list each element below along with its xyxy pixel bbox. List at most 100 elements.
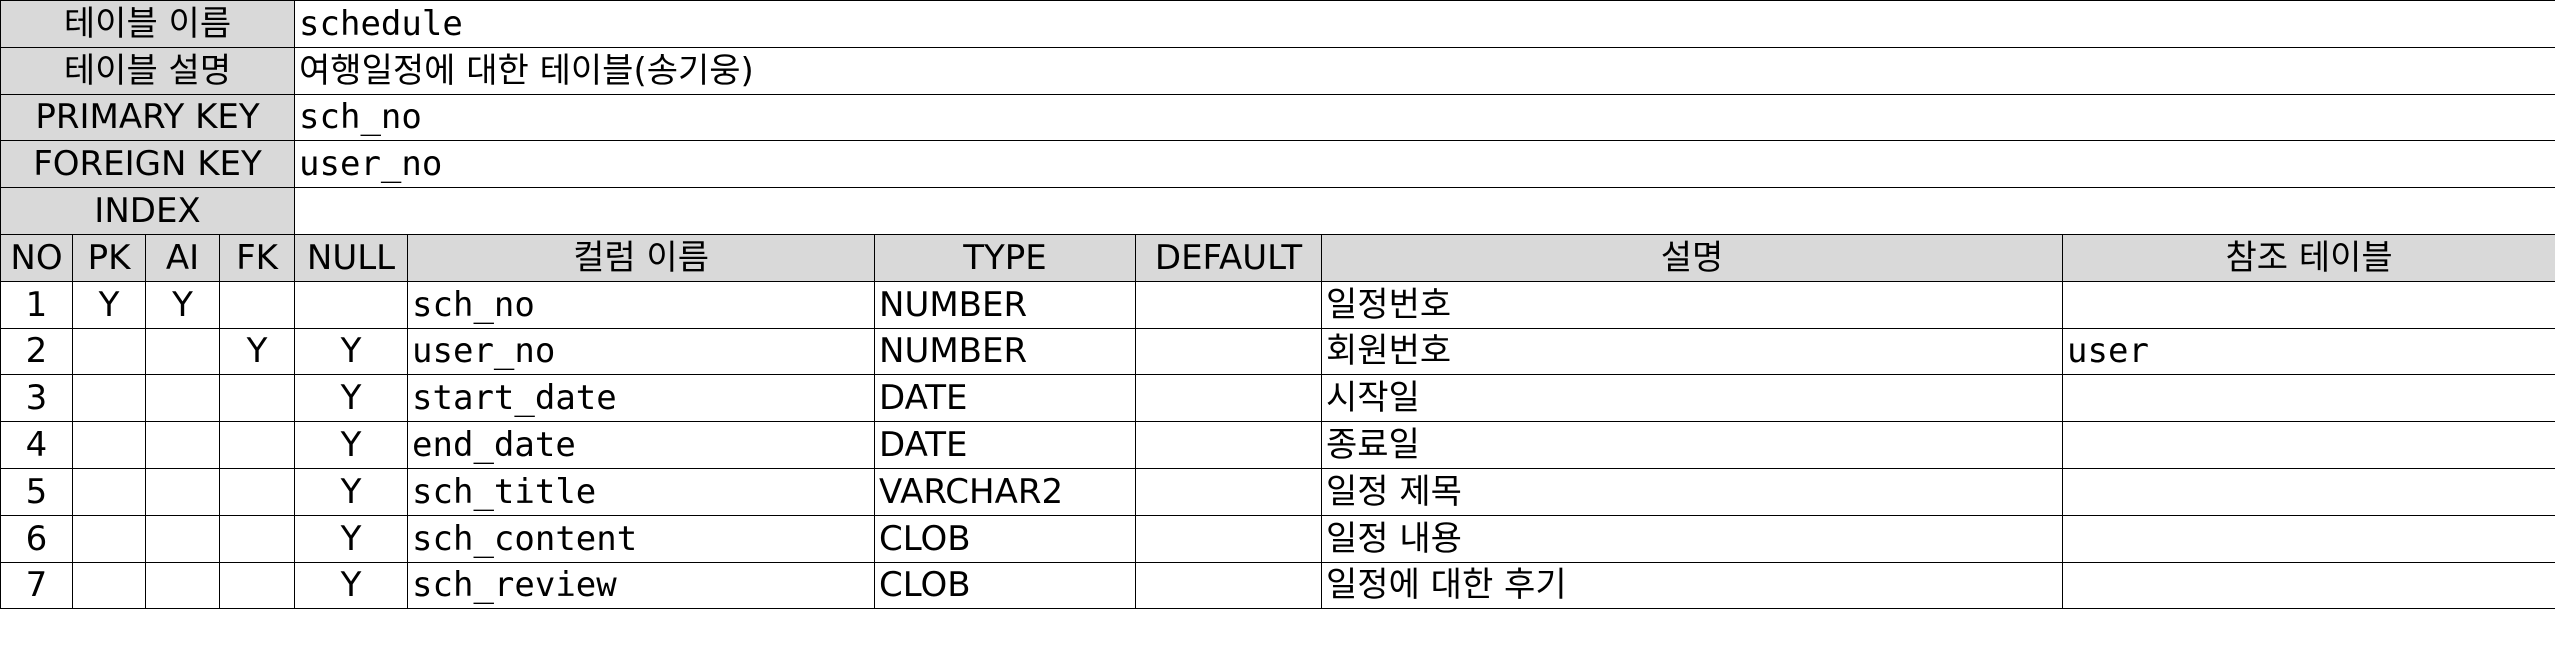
cell-fk[interactable]: [218, 561, 296, 610]
cell-no[interactable]: 2: [0, 327, 73, 376]
header-type[interactable]: TYPE: [874, 233, 1137, 282]
cell-ref-table[interactable]: [2062, 421, 2555, 469]
cell-null[interactable]: Y: [294, 467, 409, 516]
table-name-label[interactable]: 테이블 이름: [0, 0, 296, 48]
header-default[interactable]: DEFAULT: [1135, 233, 1323, 282]
cell-fk[interactable]: [218, 280, 296, 329]
cell-no[interactable]: 1: [0, 280, 73, 329]
cell-default[interactable]: [1135, 514, 1323, 563]
cell-default[interactable]: [1135, 327, 1323, 376]
table-row: 5 Y sch_title VARCHAR2 일정 제목: [0, 467, 2555, 516]
cell-description[interactable]: 시작일: [1321, 374, 2064, 423]
header-null[interactable]: NULL: [294, 233, 409, 282]
foreign-key-value[interactable]: user_no: [294, 140, 2555, 189]
cell-description[interactable]: 회원번호: [1321, 327, 2064, 376]
cell-column-name[interactable]: end_date: [407, 421, 876, 469]
table-desc-row: 테이블 설명 여행일정에 대한 테이블(송기웅): [0, 46, 2555, 95]
cell-fk[interactable]: [218, 374, 296, 423]
cell-ai[interactable]: Y: [145, 280, 220, 329]
cell-type[interactable]: DATE: [874, 421, 1137, 469]
header-no[interactable]: NO: [0, 233, 73, 282]
table-desc-label[interactable]: 테이블 설명: [0, 46, 296, 95]
header-column-name[interactable]: 컬럼 이름: [407, 233, 876, 282]
cell-fk[interactable]: Y: [218, 327, 296, 376]
header-ref-table[interactable]: 참조 테이블: [2062, 233, 2555, 282]
cell-description[interactable]: 일정 내용: [1321, 514, 2064, 563]
cell-no[interactable]: 3: [0, 374, 73, 423]
cell-null[interactable]: Y: [294, 421, 409, 469]
cell-ai[interactable]: [145, 514, 220, 563]
cell-description[interactable]: 일정 제목: [1321, 467, 2064, 516]
cell-null[interactable]: Y: [294, 514, 409, 563]
cell-null[interactable]: Y: [294, 327, 409, 376]
cell-no[interactable]: 6: [0, 514, 73, 563]
cell-ai[interactable]: [145, 327, 220, 376]
header-fk[interactable]: FK: [218, 233, 296, 282]
cell-null[interactable]: Y: [294, 374, 409, 423]
table-row: 6 Y sch_content CLOB 일정 내용: [0, 514, 2555, 563]
cell-default[interactable]: [1135, 421, 1323, 469]
cell-type[interactable]: NUMBER: [874, 327, 1137, 376]
cell-type[interactable]: DATE: [874, 374, 1137, 423]
cell-default[interactable]: [1135, 467, 1323, 516]
foreign-key-label[interactable]: FOREIGN KEY: [0, 140, 296, 189]
cell-description[interactable]: 일정번호: [1321, 280, 2064, 329]
cell-fk[interactable]: [218, 467, 296, 516]
cell-type[interactable]: CLOB: [874, 514, 1137, 563]
cell-no[interactable]: 4: [0, 421, 73, 469]
primary-key-label[interactable]: PRIMARY KEY: [0, 93, 296, 142]
cell-pk[interactable]: Y: [72, 280, 146, 329]
cell-type[interactable]: NUMBER: [874, 280, 1137, 329]
table-definition-grid: 테이블 이름 schedule 테이블 설명 여행일정에 대한 테이블(송기웅)…: [0, 0, 2555, 610]
cell-ref-table[interactable]: [2062, 280, 2555, 329]
cell-column-name[interactable]: sch_review: [407, 561, 876, 610]
cell-column-name[interactable]: user_no: [407, 327, 876, 376]
header-ai[interactable]: AI: [145, 233, 220, 282]
cell-pk[interactable]: [72, 467, 146, 516]
table-row: 3 Y start_date DATE 시작일: [0, 374, 2555, 423]
cell-no[interactable]: 5: [0, 467, 73, 516]
primary-key-row: PRIMARY KEY sch_no: [0, 93, 2555, 142]
cell-type[interactable]: VARCHAR2: [874, 467, 1137, 516]
cell-default[interactable]: [1135, 280, 1323, 329]
cell-pk[interactable]: [72, 561, 146, 610]
cell-column-name[interactable]: sch_content: [407, 514, 876, 563]
table-name-value[interactable]: schedule: [294, 0, 2555, 48]
primary-key-value[interactable]: sch_no: [294, 93, 2555, 142]
cell-pk[interactable]: [72, 421, 146, 469]
cell-column-name[interactable]: start_date: [407, 374, 876, 423]
header-pk[interactable]: PK: [72, 233, 146, 282]
cell-ref-table[interactable]: [2062, 374, 2555, 423]
cell-ref-table[interactable]: [2062, 561, 2555, 610]
table-row: 7 Y sch_review CLOB 일정에 대한 후기: [0, 561, 2555, 610]
cell-ref-table[interactable]: [2062, 467, 2555, 516]
cell-pk[interactable]: [72, 374, 146, 423]
cell-type[interactable]: CLOB: [874, 561, 1137, 610]
cell-null[interactable]: Y: [294, 561, 409, 610]
cell-ai[interactable]: [145, 374, 220, 423]
cell-fk[interactable]: [218, 514, 296, 563]
cell-pk[interactable]: [72, 514, 146, 563]
cell-ai[interactable]: [145, 467, 220, 516]
cell-column-name[interactable]: sch_title: [407, 467, 876, 516]
header-description[interactable]: 설명: [1321, 233, 2064, 282]
cell-default[interactable]: [1135, 374, 1323, 423]
index-label[interactable]: INDEX: [0, 187, 296, 235]
index-value[interactable]: [294, 187, 2555, 235]
foreign-key-row: FOREIGN KEY user_no: [0, 140, 2555, 189]
cell-description[interactable]: 일정에 대한 후기: [1321, 561, 2064, 610]
cell-ai[interactable]: [145, 421, 220, 469]
table-row: 4 Y end_date DATE 종료일: [0, 421, 2555, 469]
cell-description[interactable]: 종료일: [1321, 421, 2064, 469]
cell-null[interactable]: [294, 280, 409, 329]
cell-column-name[interactable]: sch_no: [407, 280, 876, 329]
table-desc-value[interactable]: 여행일정에 대한 테이블(송기웅): [294, 46, 2555, 95]
cell-pk[interactable]: [72, 327, 146, 376]
cell-ref-table[interactable]: [2062, 514, 2555, 563]
cell-no[interactable]: 7: [0, 561, 73, 610]
cell-ref-table[interactable]: user: [2062, 327, 2555, 376]
cell-default[interactable]: [1135, 561, 1323, 610]
cell-fk[interactable]: [218, 421, 296, 469]
cell-ai[interactable]: [145, 561, 220, 610]
